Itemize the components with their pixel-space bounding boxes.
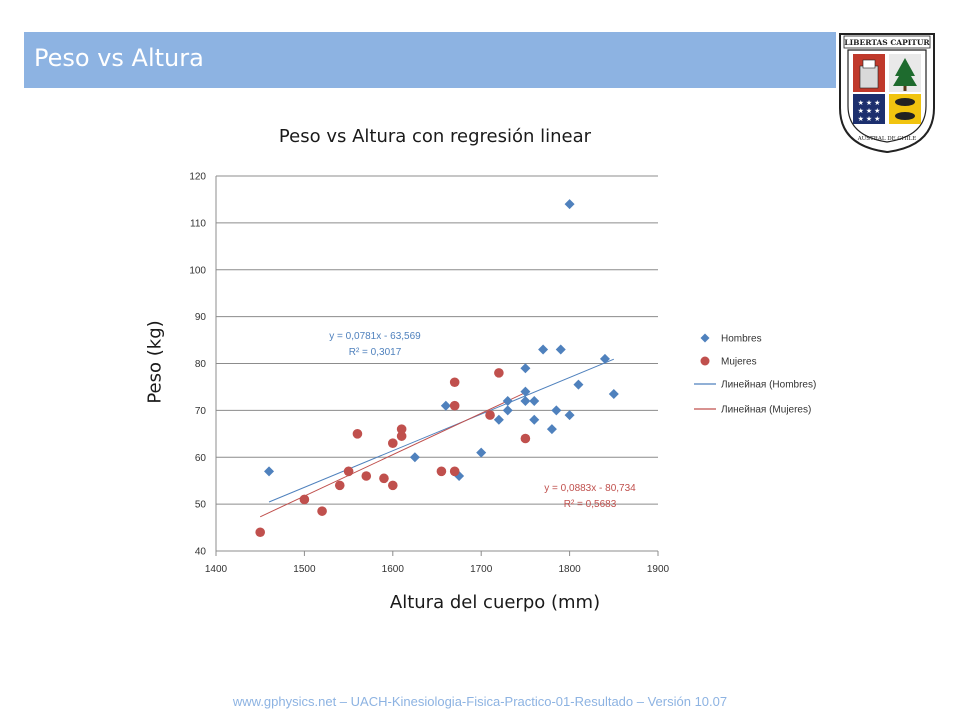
x-tick-label: 1900 xyxy=(647,564,670,575)
x-tick-label: 1400 xyxy=(205,564,228,575)
data-point-mujeres xyxy=(520,433,531,444)
data-point-mujeres xyxy=(352,429,363,439)
data-point-hombres xyxy=(520,386,531,397)
svg-text:★ ★ ★: ★ ★ ★ xyxy=(858,115,881,123)
x-tick-label: 1500 xyxy=(293,564,316,575)
data-point-hombres xyxy=(529,396,540,406)
university-crest-logo: LIBERTAS CAPITUR ★ ★ ★ ★ ★ ★ ★ ★ ★ AUSTR… xyxy=(839,33,935,154)
data-point-hombres xyxy=(502,396,513,406)
legend-label-trendline: Линейная (Hombres) xyxy=(721,380,816,391)
data-point-hombres xyxy=(551,405,562,416)
y-tick-label: 100 xyxy=(189,265,206,276)
y-tick-label: 80 xyxy=(195,359,207,370)
data-point-mujeres xyxy=(343,466,354,477)
y-tick-label: 110 xyxy=(190,218,206,229)
data-point-mujeres xyxy=(485,410,495,420)
data-point-mujeres xyxy=(396,431,407,441)
data-point-hombres xyxy=(564,199,575,210)
trendline-r2: R² = 0,5683 xyxy=(564,499,617,510)
data-point-hombres xyxy=(493,414,504,425)
data-point-mujeres xyxy=(396,424,407,434)
svg-text:★ ★ ★: ★ ★ ★ xyxy=(858,99,881,107)
page-title: Peso vs Altura xyxy=(34,44,204,72)
data-point-mujeres xyxy=(379,473,389,484)
chart-title: Peso vs Altura con regresión linear xyxy=(278,126,592,147)
data-point-hombres xyxy=(573,379,584,390)
data-point-mujeres xyxy=(449,466,460,477)
data-point-mujeres xyxy=(299,494,310,505)
data-point-hombres xyxy=(546,424,557,435)
trendline-r2: R² = 0,3017 xyxy=(349,347,402,358)
data-point-hombres xyxy=(555,344,566,355)
svg-text:LIBERTAS CAPITUR: LIBERTAS CAPITUR xyxy=(844,38,930,47)
y-tick-label: 50 xyxy=(195,500,207,511)
x-tick-label: 1700 xyxy=(470,564,493,575)
data-point-mujeres xyxy=(449,377,460,388)
svg-text:AUSTRAL DE CHILE: AUSTRAL DE CHILE xyxy=(857,136,917,142)
y-tick-label: 90 xyxy=(195,312,207,323)
title-banner: Peso vs Altura xyxy=(24,32,836,88)
legend-label-trendline: Линейная (Mujeres) xyxy=(721,405,811,416)
y-tick-label: 120 xyxy=(189,172,206,183)
y-tick-label: 60 xyxy=(195,453,207,464)
data-point-hombres xyxy=(440,400,451,411)
footer-text: www.gphysics.net – UACH-Kinesiologia-Fis… xyxy=(232,694,728,709)
data-point-hombres xyxy=(564,410,575,421)
legend-marker-hombres xyxy=(700,333,710,343)
svg-text:★ ★ ★: ★ ★ ★ xyxy=(858,107,881,115)
data-point-hombres xyxy=(529,414,540,425)
data-point-hombres xyxy=(409,452,420,463)
data-point-hombres xyxy=(264,466,275,477)
trendline-equation: y = 0,0883x - 80,734 xyxy=(544,483,636,494)
data-point-hombres xyxy=(538,344,549,355)
data-point-mujeres xyxy=(317,506,327,516)
data-point-mujeres xyxy=(334,480,345,491)
trendline-hombres xyxy=(268,358,614,503)
data-point-mujeres xyxy=(494,368,504,378)
data-point-mujeres xyxy=(255,527,265,538)
data-point-hombres xyxy=(476,447,487,458)
x-axis-label: Altura del cuerpo (mm) xyxy=(389,592,601,613)
data-point-mujeres xyxy=(449,400,460,411)
data-point-hombres xyxy=(520,396,531,406)
data-point-mujeres xyxy=(436,466,447,477)
legend-label-mujeres: Mujeres xyxy=(721,357,757,368)
data-point-hombres xyxy=(608,388,619,399)
trendline-equation: y = 0,0781x - 63,569 xyxy=(329,331,421,342)
x-tick-label: 1600 xyxy=(382,564,405,575)
legend-marker-mujeres xyxy=(700,356,710,366)
x-tick-label: 1800 xyxy=(558,564,581,575)
legend-label-hombres: Hombres xyxy=(721,334,762,345)
y-tick-label: 40 xyxy=(195,547,207,558)
data-point-mujeres xyxy=(388,480,398,491)
data-point-mujeres xyxy=(388,438,398,448)
data-point-hombres xyxy=(502,405,513,416)
data-point-hombres xyxy=(599,353,610,364)
y-tick-label: 70 xyxy=(195,406,207,417)
data-point-hombres xyxy=(520,363,531,374)
data-point-mujeres xyxy=(361,471,372,481)
